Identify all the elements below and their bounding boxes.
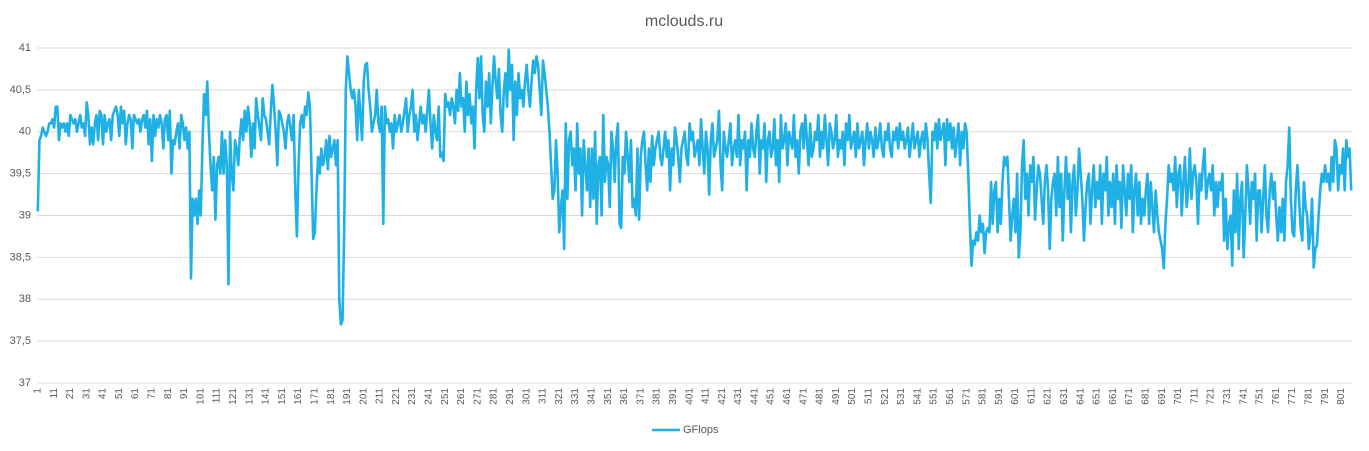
x-tick-label: 621	[1043, 388, 1054, 405]
x-tick-label: 271	[472, 388, 483, 405]
x-tick-label: 751	[1255, 388, 1266, 405]
y-tick-label: 38	[19, 293, 31, 305]
x-tick-label: 451	[766, 388, 777, 405]
x-tick-label: 791	[1320, 388, 1331, 405]
x-tick-label: 561	[945, 388, 956, 405]
x-tick-label: 301	[521, 388, 532, 405]
x-tick-label: 511	[863, 388, 874, 404]
x-tick-label: 441	[749, 388, 760, 405]
y-tick-label: 39	[19, 209, 31, 221]
x-tick-label: 201	[358, 388, 369, 405]
x-tick-label: 1	[32, 388, 43, 394]
x-tick-label: 591	[994, 388, 1005, 405]
x-tick-label: 501	[847, 388, 858, 405]
x-tick-label: 91	[179, 388, 190, 400]
x-tick-label: 61	[130, 388, 141, 400]
x-tick-label: 231	[407, 388, 418, 405]
x-tick-label: 571	[961, 388, 972, 405]
chart-title: mclouds.ru	[645, 13, 723, 30]
data-line	[36, 48, 1353, 326]
x-tick-label: 381	[652, 388, 663, 405]
x-tick-label: 781	[1303, 388, 1314, 405]
x-tick-label: 101	[195, 388, 206, 405]
x-tick-label: 391	[668, 388, 679, 405]
x-tick-label: 581	[978, 388, 989, 405]
x-tick-label: 551	[929, 388, 940, 405]
x-tick-label: 531	[896, 388, 907, 405]
x-tick-label: 141	[261, 388, 272, 405]
x-tick-label: 41	[98, 388, 109, 400]
y-tick-label: 40,5	[10, 84, 31, 96]
x-tick-label: 191	[342, 388, 353, 405]
x-tick-label: 411	[701, 388, 712, 404]
x-tick-label: 81	[163, 388, 174, 400]
x-tick-label: 681	[1141, 388, 1152, 405]
x-tick-label: 601	[1010, 388, 1021, 405]
x-tick-label: 721	[1206, 388, 1217, 405]
x-tick-label: 31	[81, 388, 92, 400]
x-tick-label: 241	[424, 388, 435, 405]
y-tick-label: 37	[19, 377, 31, 389]
x-tick-label: 281	[489, 388, 500, 405]
x-tick-label: 491	[831, 388, 842, 405]
x-tick-label: 741	[1238, 388, 1249, 405]
y-tick-label: 38,5	[10, 251, 31, 263]
x-tick-label: 71	[147, 388, 158, 400]
x-tick-label: 351	[603, 388, 614, 405]
x-tick-label: 421	[717, 388, 728, 405]
x-tick-label: 181	[326, 388, 337, 405]
x-tick-label: 771	[1287, 388, 1298, 405]
y-tick-label: 37,5	[10, 335, 31, 347]
x-tick-label: 611	[1026, 388, 1037, 404]
legend-label: GFlops	[683, 424, 719, 436]
x-tick-label: 311	[538, 388, 549, 404]
x-tick-label: 461	[782, 388, 793, 405]
x-tick-label: 341	[586, 388, 597, 405]
x-tick-label: 161	[293, 388, 304, 405]
x-tick-label: 171	[309, 388, 320, 405]
x-tick-label: 801	[1336, 388, 1347, 405]
y-tick-label: 40	[19, 126, 31, 138]
x-tick-label: 51	[114, 388, 125, 400]
x-tick-label: 131	[244, 388, 255, 405]
x-tick-label: 371	[635, 388, 646, 405]
x-tick-label: 111	[212, 388, 223, 404]
x-tick-label: 221	[391, 388, 402, 405]
x-tick-label: 641	[1075, 388, 1086, 405]
x-tick-label: 711	[1189, 388, 1200, 404]
x-tick-label: 661	[1108, 388, 1119, 405]
x-tick-label: 361	[619, 388, 630, 405]
y-tick-label: 39,5	[10, 168, 31, 180]
x-tick-label: 151	[277, 388, 288, 405]
x-tick-label: 701	[1173, 388, 1184, 405]
x-tick-label: 211	[375, 388, 386, 404]
x-tick-label: 691	[1157, 388, 1168, 405]
x-tick-label: 521	[880, 388, 891, 405]
x-tick-label: 671	[1124, 388, 1135, 405]
x-tick-label: 291	[505, 388, 516, 405]
x-tick-label: 251	[440, 388, 451, 405]
x-tick-label: 731	[1222, 388, 1233, 405]
x-tick-label: 11	[49, 388, 60, 399]
x-tick-label: 321	[554, 388, 565, 405]
x-tick-label: 431	[733, 388, 744, 405]
x-tick-label: 331	[570, 388, 581, 405]
x-tick-label: 631	[1059, 388, 1070, 405]
x-tick-label: 761	[1271, 388, 1282, 405]
x-tick-label: 261	[456, 388, 467, 405]
y-tick-label: 41	[19, 42, 31, 54]
x-tick-label: 471	[798, 388, 809, 405]
x-tick-label: 481	[815, 388, 826, 405]
x-tick-label: 541	[912, 388, 923, 405]
x-tick-label: 21	[65, 388, 76, 400]
x-tick-label: 651	[1092, 388, 1103, 405]
x-tick-label: 121	[228, 388, 239, 405]
x-tick-label: 401	[684, 388, 695, 405]
